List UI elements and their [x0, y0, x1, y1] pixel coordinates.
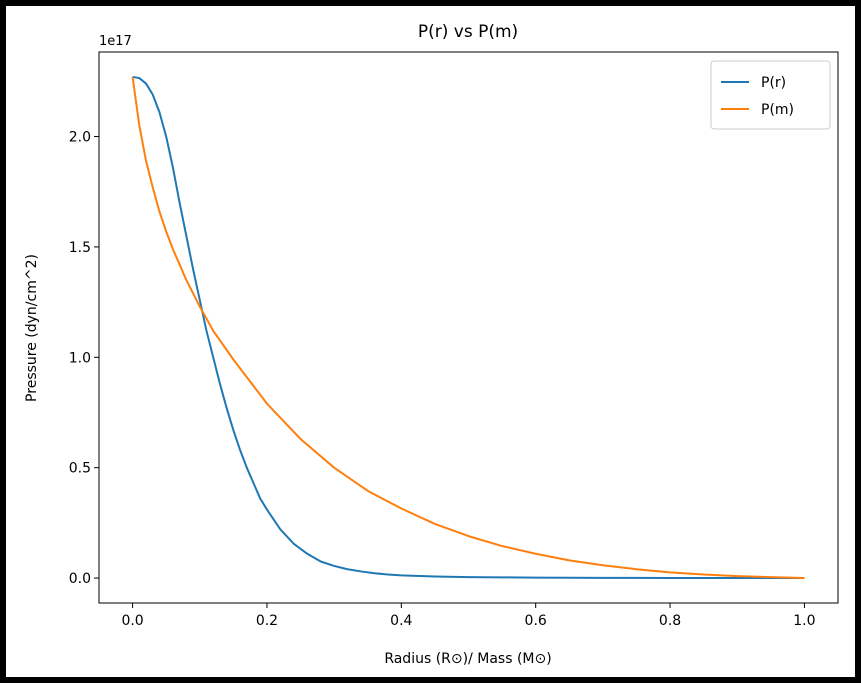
y-tick-label: 1.5	[69, 240, 91, 256]
y-offset-label: 1e17	[99, 34, 132, 49]
chart-figure: P(r) vs P(m) 1e17 0.0 0.2 0.4 0.6 0.8 1.0 0.0…	[6, 6, 855, 677]
legend-label-2: P(m)	[761, 102, 794, 118]
x-tick-label: 0.4	[390, 613, 412, 629]
series-line-2	[131, 76, 805, 580]
legend: P(r) P(m)	[710, 60, 831, 130]
x-tick-label: 1.0	[793, 613, 815, 629]
axes-frame	[98, 51, 839, 604]
x-axis: 0.0 0.2 0.4 0.6 0.8 1.0	[121, 603, 816, 629]
x-tick-label: 0.6	[525, 613, 547, 629]
x-tick-label: 0.2	[256, 613, 278, 629]
y-axis: 0.0 0.5 1.0 1.5 2.0	[69, 130, 99, 587]
x-axis-label: Radius (R⊙)/ Mass (M⊙)	[384, 651, 551, 667]
y-tick-label: 1.0	[69, 350, 91, 366]
y-tick-label: 0.0	[69, 571, 91, 587]
y-tick-label: 2.0	[69, 130, 91, 146]
y-axis-label: Pressure (dyn/cm^2)	[24, 254, 40, 402]
y-tick-label: 0.5	[69, 461, 91, 477]
x-tick-label: 0.8	[659, 613, 681, 629]
legend-label-1: P(r)	[761, 75, 786, 91]
x-tick-label: 0.0	[121, 613, 143, 629]
chart-title: P(r) vs P(m)	[418, 22, 518, 42]
series-line-1	[132, 75, 805, 580]
plot-area	[131, 75, 805, 580]
legend-box	[710, 60, 831, 130]
line-chart: P(r) vs P(m) 1e17 0.0 0.2 0.4 0.6 0.8 1.0 0.0…	[24, 22, 839, 667]
